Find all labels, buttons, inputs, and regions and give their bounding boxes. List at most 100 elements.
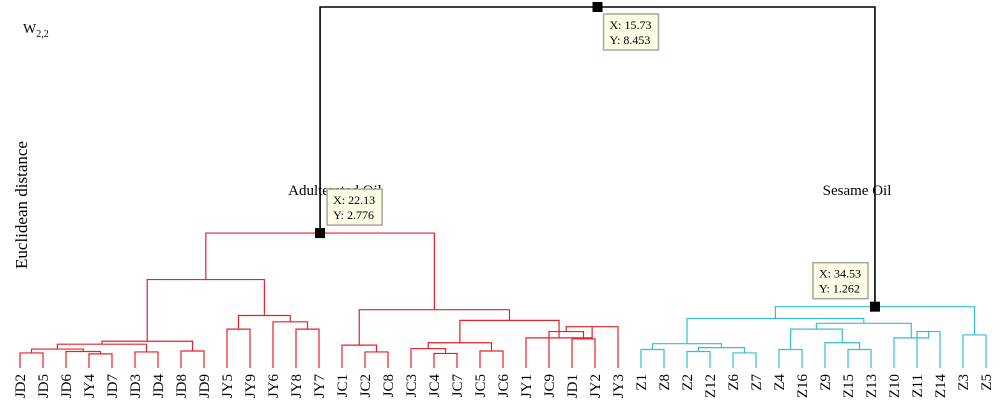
- leaf-label: JC1: [335, 374, 351, 397]
- leaf-label: JC5: [473, 374, 489, 397]
- data-tip-marker: [592, 2, 603, 12]
- leaf-label: Z14: [933, 374, 949, 399]
- dendrogram-link: [789, 328, 843, 350]
- leaf-label: Z12: [703, 374, 719, 398]
- dendrogram-link: [226, 328, 251, 368]
- dendrogram-link: [134, 351, 159, 368]
- data-tip-y: Y: 8.453: [610, 33, 651, 47]
- leaf-label: Z13: [864, 374, 880, 398]
- data-tip-box: [602, 13, 660, 51]
- leaf-label: Z6: [726, 374, 742, 391]
- dendrogram-link: [341, 344, 378, 368]
- data-tip-x: X: 15.73: [610, 18, 652, 32]
- cluster-label-sesame: Sesame Oil: [823, 183, 892, 199]
- corner-label: W2,2: [23, 22, 49, 40]
- leaf-label: JY2: [588, 374, 604, 398]
- dendrogram-link: [686, 317, 865, 344]
- dendrogram-link: [205, 232, 435, 310]
- data-tip-x: X: 34.53: [819, 267, 861, 281]
- leaf-label: JD6: [59, 374, 75, 399]
- dendrogram-link: [101, 340, 194, 351]
- data-tip-x: X: 22.13: [333, 193, 375, 207]
- dendrogram-link: [778, 348, 803, 368]
- corner-label-subscript: 2,2: [36, 29, 49, 40]
- dendrogram-link: [571, 338, 596, 368]
- leaf-label: JD3: [128, 374, 144, 398]
- data-tip: X: 22.13Y: 2.776: [315, 188, 383, 239]
- leaf-label: JD7: [105, 374, 121, 399]
- dendrogram-link: [364, 351, 389, 368]
- leaf-label: JC3: [404, 374, 420, 397]
- dendrogram-link: [19, 352, 44, 368]
- leaf-label: JY7: [312, 374, 328, 399]
- corner-label-main: W: [23, 22, 37, 37]
- dendrogram-link: [479, 350, 504, 368]
- leaf-labels: JD2 JD5 JD6 JY4 JD7 JD3 JD4 JD8 JD9 JY5 JY9 JY6 JY8 J…: [13, 374, 995, 399]
- data-tip-y: Y: 2.776: [333, 208, 374, 222]
- dendrogram-link: [548, 330, 585, 368]
- dendrogram-link: [88, 353, 113, 368]
- dendrogram-link: [146, 278, 265, 342]
- leaf-label: Z3: [956, 374, 972, 391]
- leaf-label: JD2: [13, 374, 29, 398]
- leaf-label: Z4: [772, 374, 788, 391]
- leaf-label: Z1: [634, 374, 650, 391]
- dendrogram-link: [433, 352, 458, 368]
- dendrogram-link: [824, 342, 861, 368]
- leaf-label: Z10: [887, 374, 903, 398]
- leaf-label: JC9: [542, 374, 558, 397]
- dendrogram-link: [815, 322, 912, 338]
- dendrogram-links: [19, 6, 987, 368]
- dendrogram-link: [295, 328, 320, 368]
- leaf-label: Z11: [910, 374, 926, 398]
- data-tip: X: 34.53Y: 1.262: [812, 261, 880, 312]
- leaf-label: JC8: [381, 374, 397, 397]
- data-tip-box: [326, 188, 383, 226]
- leaf-label: JD4: [151, 374, 167, 399]
- leaf-label: JY9: [243, 374, 259, 398]
- data-tip-box: [812, 261, 869, 300]
- dendrogram-link: [651, 343, 723, 350]
- leaf-label: JY1: [519, 374, 535, 398]
- leaf-label: JC6: [496, 374, 512, 398]
- data-tip-y: Y: 1.262: [819, 282, 860, 296]
- leaf-label: JY6: [266, 374, 282, 399]
- dendrogram-link: [358, 309, 511, 346]
- leaf-label: JC4: [427, 374, 443, 398]
- data-tip-marker: [869, 301, 880, 312]
- leaf-label: Z15: [841, 374, 857, 398]
- leaf-label: Z9: [818, 374, 834, 391]
- dendrogram-link: [640, 348, 665, 368]
- leaf-label: Z7: [749, 374, 765, 391]
- data-tip-marker: [315, 228, 326, 239]
- dendrogram-link: [847, 348, 872, 368]
- dendrogram-link: [427, 342, 493, 351]
- dendrogram-link: [459, 319, 560, 343]
- leaf-label: JD9: [197, 374, 213, 398]
- leaf-label: JC2: [358, 374, 374, 397]
- data-tips: X: 15.73Y: 8.453 X: 22.13Y: 2.776 X: 34.53…: [315, 2, 880, 312]
- dendrogram-link: [732, 352, 757, 368]
- leaf-label: JY3: [611, 374, 627, 398]
- dendrogram-link: [410, 347, 447, 368]
- dendrogram-link: [962, 334, 987, 368]
- dendrogram-link: [180, 350, 205, 368]
- dendrogram-link: [686, 350, 711, 368]
- leaf-label: JY5: [220, 374, 236, 398]
- leaf-label: JY4: [82, 374, 98, 399]
- dendrogram-link: [697, 346, 746, 353]
- leaf-label: JD1: [565, 374, 581, 398]
- leaf-label: Z8: [657, 374, 673, 391]
- dendrogram-link: [56, 343, 148, 352]
- leaf-label: Z5: [979, 374, 995, 391]
- leaf-label: JC7: [450, 374, 466, 398]
- leaf-label: JD5: [36, 374, 52, 398]
- dendrogram-link: [319, 6, 876, 307]
- y-axis-label: Euclidean distance: [12, 141, 31, 269]
- leaf-label: JD8: [174, 374, 190, 398]
- leaf-label: Z16: [795, 374, 811, 399]
- leaf-label: Z2: [680, 374, 696, 391]
- data-tip: X: 15.73Y: 8.453: [592, 2, 660, 51]
- leaf-label: JY8: [289, 374, 305, 398]
